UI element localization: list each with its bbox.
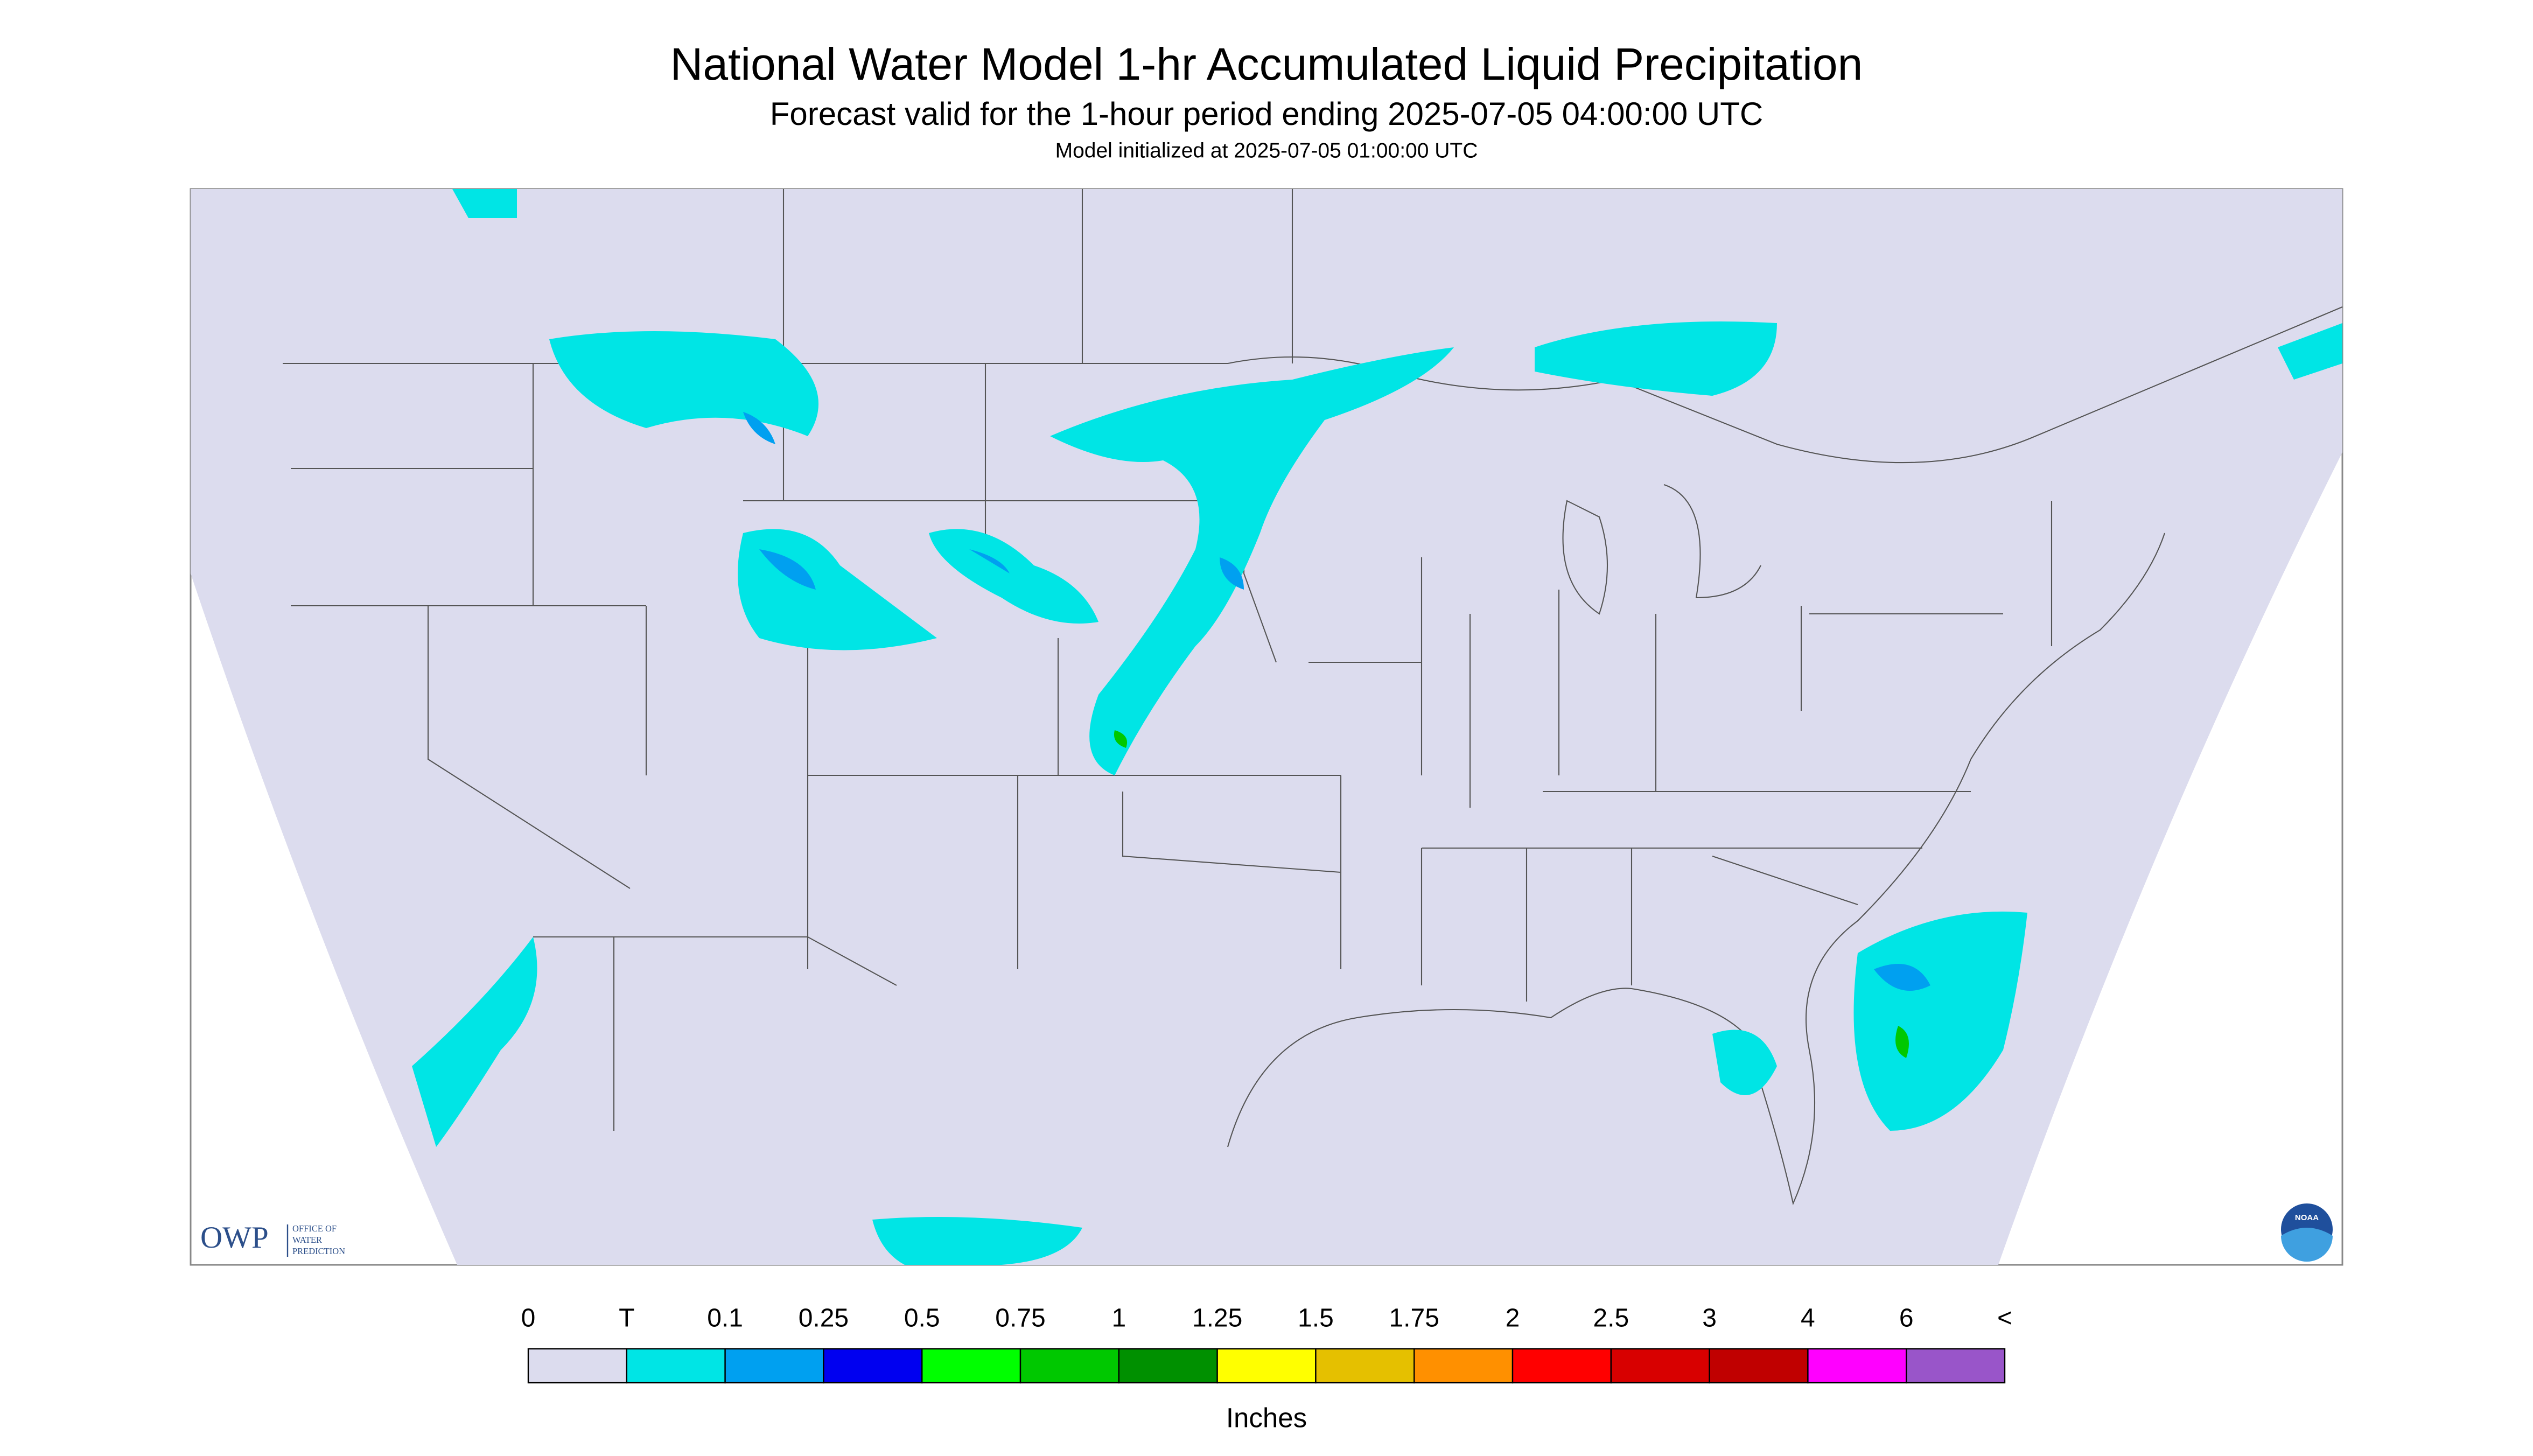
legend-swatch [1709, 1348, 1809, 1384]
owp-logo: OWP OFFICE OF WATER PREDICTION [200, 1221, 345, 1257]
badge-text: NOAA [2295, 1213, 2319, 1222]
legend-label: < [1997, 1304, 2012, 1333]
legend-label: 2 [1506, 1304, 1520, 1333]
logo-line: WATER [292, 1235, 322, 1245]
legend-label: 1.5 [1298, 1304, 1334, 1333]
legend-swatch [1315, 1348, 1415, 1384]
legend-swatch [626, 1348, 726, 1384]
legend-label: 3 [1702, 1304, 1717, 1333]
legend-swatch [1118, 1348, 1218, 1384]
legend-swatch [1019, 1348, 1120, 1384]
subtitle: Forecast valid for the 1-hour period end… [770, 96, 1763, 132]
logo-abbr: OWP [200, 1221, 269, 1255]
legend-swatch [1610, 1348, 1710, 1384]
logo-line: PREDICTION [292, 1246, 345, 1256]
legend-swatch [527, 1348, 628, 1384]
legend-swatch [1216, 1348, 1317, 1384]
legend-label: 0.1 [707, 1304, 743, 1333]
legend-swatch [921, 1348, 1021, 1384]
legend-label: T [619, 1304, 634, 1333]
init-note: Model initialized at 2025-07-05 01:00:00… [1055, 139, 1478, 162]
legend-label: 0.5 [904, 1304, 940, 1333]
legend-label: 4 [1801, 1304, 1815, 1333]
legend-swatch [1905, 1348, 2006, 1384]
logo-line: OFFICE OF [292, 1223, 337, 1234]
legend-label: 1.75 [1389, 1304, 1439, 1333]
legend-unit: Inches [1226, 1402, 1307, 1433]
legend-swatch [1512, 1348, 1612, 1384]
legend-swatch [823, 1348, 923, 1384]
noaa-badge: NOAA [2281, 1203, 2333, 1262]
legend-swatch [1414, 1348, 1514, 1384]
legend-label: 0 [521, 1304, 536, 1333]
legend-swatch [1807, 1348, 1907, 1384]
legend-label: 6 [1899, 1304, 1914, 1333]
map: OWP OFFICE OF WATER PREDICTION NOAA [190, 188, 2343, 1266]
title: National Water Model 1-hr Accumulated Li… [670, 39, 1863, 89]
legend-label: 2.5 [1593, 1304, 1629, 1333]
legend-label: 0.25 [799, 1304, 849, 1333]
precip-areas [412, 189, 2342, 1265]
legend-label: 0.75 [995, 1304, 1045, 1333]
legend-swatch [724, 1348, 824, 1384]
legend: 0 T 0.1 0.25 0.5 0.75 1 1.25 1.5 1.75 2 2.5 3 4 6 < [521, 1304, 2012, 1384]
legend-label: 1.25 [1192, 1304, 1242, 1333]
legend-label: 1 [1111, 1304, 1126, 1333]
